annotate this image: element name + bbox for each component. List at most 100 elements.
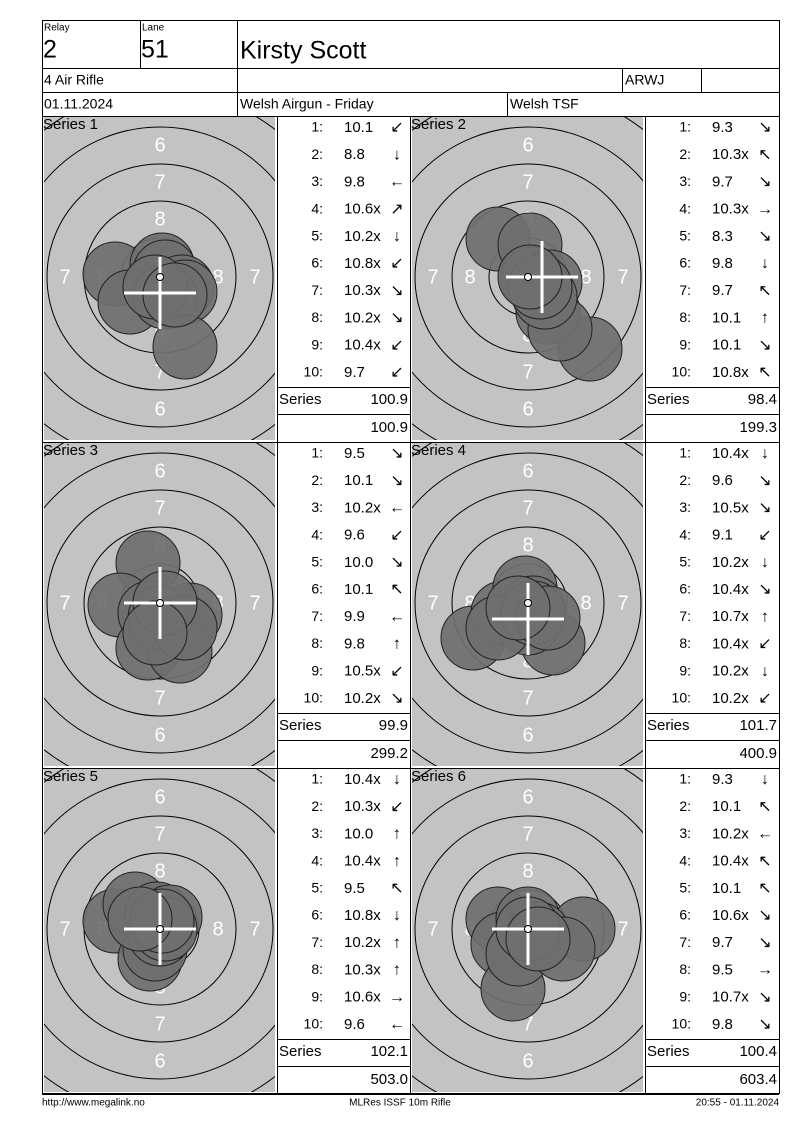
shot-number: 3: — [679, 173, 691, 189]
shot-score: 9.6 — [344, 527, 365, 544]
shot-direction: ↙ — [390, 527, 403, 544]
ring-label: 6 — [522, 134, 533, 156]
relay: 2 — [43, 36, 57, 64]
shot-score: 10.2x — [344, 228, 381, 245]
match: Welsh Airgun - Friday — [240, 96, 374, 112]
shot-number: 4: — [679, 200, 691, 216]
shot-direction: ↖ — [390, 581, 403, 598]
shot-direction: ↓ — [393, 907, 401, 924]
shot-number: 2: — [311, 798, 323, 814]
shot — [122, 600, 188, 666]
shot-score: 9.7 — [712, 934, 733, 951]
shot-score: 10.2x — [712, 663, 749, 680]
ring-label: 7 — [249, 266, 260, 288]
series-label: Series — [279, 391, 322, 408]
shot-score: 10.3x — [712, 201, 749, 218]
shot-number: 5: — [311, 228, 323, 244]
shot-direction: ↓ — [761, 771, 769, 788]
shot-score: 9.1 — [712, 527, 733, 544]
ring-label: 8 — [580, 592, 591, 614]
shot-number: 4: — [679, 852, 691, 868]
shot-number: 3: — [311, 173, 323, 189]
shot-direction: ↖ — [758, 282, 771, 299]
shot-direction: ↙ — [390, 337, 403, 354]
shot-score: 10.3x — [712, 146, 749, 163]
shot-score: 10.3x — [344, 961, 381, 978]
shot-number: 1: — [679, 119, 691, 135]
series-label: Series — [279, 1043, 322, 1060]
shot-number: 8: — [311, 635, 323, 651]
target: 6677778888 — [412, 117, 643, 440]
shot — [107, 886, 173, 952]
shot-direction: ↓ — [761, 255, 769, 272]
shot-number: 9: — [679, 662, 691, 678]
shot-number: 3: — [311, 499, 323, 515]
shot-score: 10.7x — [712, 989, 749, 1006]
shot-direction: ↑ — [761, 608, 769, 625]
shot-number: 8: — [311, 961, 323, 977]
shot-direction: ↘ — [390, 690, 403, 707]
shot-number: 4: — [311, 526, 323, 542]
ring-label: 7 — [617, 918, 628, 940]
footer-url: http://www.megalink.no — [42, 1098, 145, 1109]
shot-score: 10.1 — [344, 119, 373, 136]
shot-direction: ↘ — [758, 989, 771, 1006]
ring-label: 7 — [249, 592, 260, 614]
shot-score: 10.2x — [344, 690, 381, 707]
ring-label: 7 — [522, 171, 533, 193]
shot-score: 9.8 — [344, 635, 365, 652]
shot-number: 1: — [679, 771, 691, 787]
ring-label: 6 — [154, 460, 165, 482]
shot-direction: ↖ — [758, 880, 771, 897]
ring-label: 7 — [154, 1013, 165, 1035]
lane: 51 — [141, 36, 169, 64]
shot-direction: ↓ — [761, 663, 769, 680]
shot-direction: ↘ — [390, 554, 403, 571]
ring-label: 7 — [59, 266, 70, 288]
ring-label: 8 — [154, 208, 165, 230]
shot-number: 1: — [311, 119, 323, 135]
footer-software: MLRes ISSF 10m Rifle — [349, 1098, 451, 1109]
ring-label: 8 — [154, 860, 165, 882]
event: 4 Air Rifle — [44, 72, 104, 88]
shot-direction: ↖ — [758, 798, 771, 815]
shot-direction: ← — [389, 174, 405, 191]
shot-score: 10.7x — [712, 608, 749, 625]
shot-score: 10.4x — [712, 635, 749, 652]
shot-direction: ↖ — [758, 853, 771, 870]
shot-number: 3: — [311, 825, 323, 841]
shot-number: 6: — [311, 255, 323, 271]
ring-label: 6 — [154, 786, 165, 808]
shot-direction: ↙ — [758, 690, 771, 707]
target: 6677778888 — [412, 769, 643, 1092]
shot-direction: ↓ — [761, 554, 769, 571]
shot-direction: → — [757, 201, 773, 218]
shot-score: 10.4x — [712, 853, 749, 870]
target: 6677778888 — [44, 443, 275, 766]
shot-score: 9.6 — [712, 472, 733, 489]
series-label: Series — [647, 391, 690, 408]
ring-label: 7 — [522, 361, 533, 383]
ring-label: 6 — [522, 460, 533, 482]
ring-label: 7 — [617, 592, 628, 614]
series-total: 100.9 — [370, 391, 408, 408]
shot-score: 9.3 — [712, 771, 733, 788]
shot-direction: ↑ — [393, 826, 401, 843]
ring — [412, 778, 643, 1080]
shot-score: 10.8x — [712, 364, 749, 381]
shot-score: 10.6x — [712, 907, 749, 924]
shot-number: 6: — [311, 907, 323, 923]
ring-label: 7 — [427, 918, 438, 940]
shot-direction: ↙ — [390, 364, 403, 381]
shot-number: 5: — [311, 554, 323, 570]
shot-score: 9.5 — [344, 445, 365, 462]
ring-label: 7 — [427, 592, 438, 614]
shot-direction: ← — [757, 826, 773, 843]
shot-score: 9.5 — [344, 880, 365, 897]
shot-score: 10.5x — [344, 663, 381, 680]
cumulative-total: 299.2 — [370, 745, 408, 762]
cumulative-total: 603.4 — [739, 1071, 777, 1088]
shot-score: 10.2x — [344, 499, 381, 516]
ring-label: 7 — [249, 918, 260, 940]
